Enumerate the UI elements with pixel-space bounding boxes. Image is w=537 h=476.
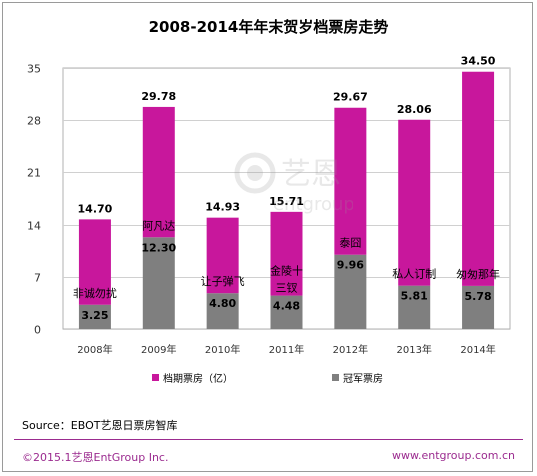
x-tick-label: 2009年	[141, 343, 176, 356]
legend-item-total: 档期票房（亿）	[152, 370, 233, 385]
footer-divider	[14, 439, 523, 440]
film-name-label: 私人订制	[392, 268, 436, 281]
x-tick-label: 2013年	[396, 343, 431, 356]
legend-swatch-champion	[332, 374, 339, 381]
x-tick-label: 2011年	[269, 343, 304, 356]
footer-copyright: ©2015.1艺恩EntGroup Inc.	[22, 451, 169, 464]
film-name-label: 金陵十	[270, 264, 303, 278]
x-tick-label: 2010年	[205, 343, 240, 356]
champion-bar	[206, 293, 239, 329]
chart-title: 2008-2014年年末贺岁档票房走势	[148, 18, 389, 36]
total-value-label: 29.67	[333, 91, 368, 104]
source-note: Source：EBOT艺恩日票房智库	[22, 419, 178, 432]
y-tick-label: 35	[27, 63, 41, 76]
x-tick-label: 2014年	[460, 343, 495, 356]
total-value-label: 14.70	[78, 202, 113, 215]
y-tick-label: 0	[34, 324, 41, 337]
total-value-label: 34.50	[461, 55, 496, 68]
champion-value-label: 12.30	[141, 241, 176, 254]
legend-item-champion: 冠军票房	[332, 370, 383, 385]
footer-url[interactable]: www.entgroup.com.cn	[392, 449, 515, 462]
watermark-brand: 艺恩	[281, 157, 341, 192]
champion-bar	[78, 304, 111, 329]
x-tick-label: 2012年	[333, 343, 368, 356]
total-value-label: 29.78	[141, 90, 176, 103]
watermark-sub: entgroup	[273, 194, 353, 215]
film-name-label: 让子弹飞	[201, 274, 245, 288]
y-tick-label: 7	[34, 272, 41, 285]
chart-plot: 0 7 14 21 28 35 14.70 3.25 非诚勿扰 29.78 12.30 阿凡达 14.…	[27, 55, 511, 356]
y-tick-label: 21	[27, 167, 41, 180]
total-value-label: 28.06	[397, 103, 432, 116]
champion-bar	[398, 285, 431, 329]
film-name-label: 三钗	[276, 282, 298, 295]
y-tick-label: 28	[27, 115, 41, 128]
champion-bar	[334, 254, 367, 329]
champion-value-label: 4.48	[273, 300, 300, 313]
total-bar	[462, 71, 495, 286]
champion-bar	[270, 295, 303, 329]
total-bar	[270, 211, 303, 296]
champion-value-label: 9.96	[337, 259, 364, 272]
watermark-logo: 艺恩 entgroup	[234, 152, 353, 215]
total-value-label: 14.93	[205, 201, 240, 214]
film-name-label: 匆匆那年	[456, 267, 500, 281]
film-name-label: 非诚勿扰	[73, 286, 117, 300]
y-tick-label: 14	[27, 220, 41, 233]
film-name-label: 阿凡达	[142, 219, 175, 232]
total-bar	[78, 219, 111, 305]
total-bar	[334, 107, 367, 255]
champion-value-label: 5.78	[465, 290, 492, 303]
total-bar	[142, 106, 175, 238]
total-bar	[398, 119, 431, 286]
champion-bar	[462, 285, 495, 329]
champion-bar	[142, 237, 175, 329]
total-bar	[206, 217, 239, 294]
film-name-label: 泰囧	[339, 236, 361, 250]
total-value-label: 15.71	[269, 195, 304, 208]
legend-label-champion: 冠军票房	[343, 374, 383, 385]
champion-value-label: 3.25	[81, 309, 108, 322]
champion-value-label: 4.80	[209, 297, 236, 310]
legend-label-total: 档期票房（亿）	[163, 374, 233, 385]
champion-value-label: 5.81	[401, 290, 428, 303]
x-tick-label: 2008年	[77, 343, 112, 356]
legend-swatch-total	[152, 374, 159, 381]
